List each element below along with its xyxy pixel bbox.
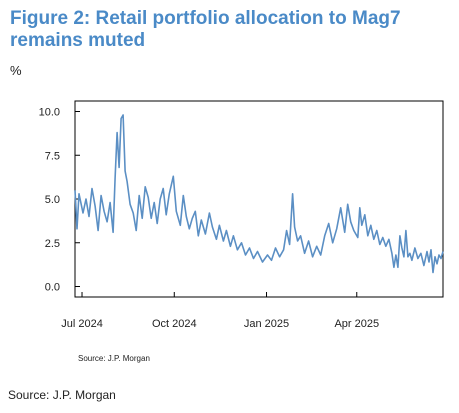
- y-tick-label: 0.0: [45, 282, 60, 294]
- series-line: [74, 114, 444, 274]
- y-tick-label: 7.5: [45, 150, 60, 162]
- x-tick-label: Jul 2024: [61, 318, 103, 330]
- x-tick-label: Apr 2025: [334, 318, 379, 330]
- chart-source-note: Source: J.P. Morgan: [78, 354, 150, 363]
- x-tick-label: Jan 2025: [244, 318, 289, 330]
- y-unit-label: %: [10, 63, 22, 78]
- figure-source-note: Source: J.P. Morgan: [8, 388, 116, 402]
- y-tick-label: 2.5: [45, 238, 60, 250]
- chart-title: Figure 2: Retail portfolio allocation to…: [10, 8, 401, 51]
- line-chart: 10.0 7.5 5.0 2.5 0.0 Jul 2024 Oct 2024 Jan 202…: [39, 100, 444, 330]
- x-tick-label: Oct 2024: [152, 318, 197, 330]
- y-tick-label: 10.0: [39, 107, 60, 119]
- y-tick-label: 5.0: [45, 194, 60, 206]
